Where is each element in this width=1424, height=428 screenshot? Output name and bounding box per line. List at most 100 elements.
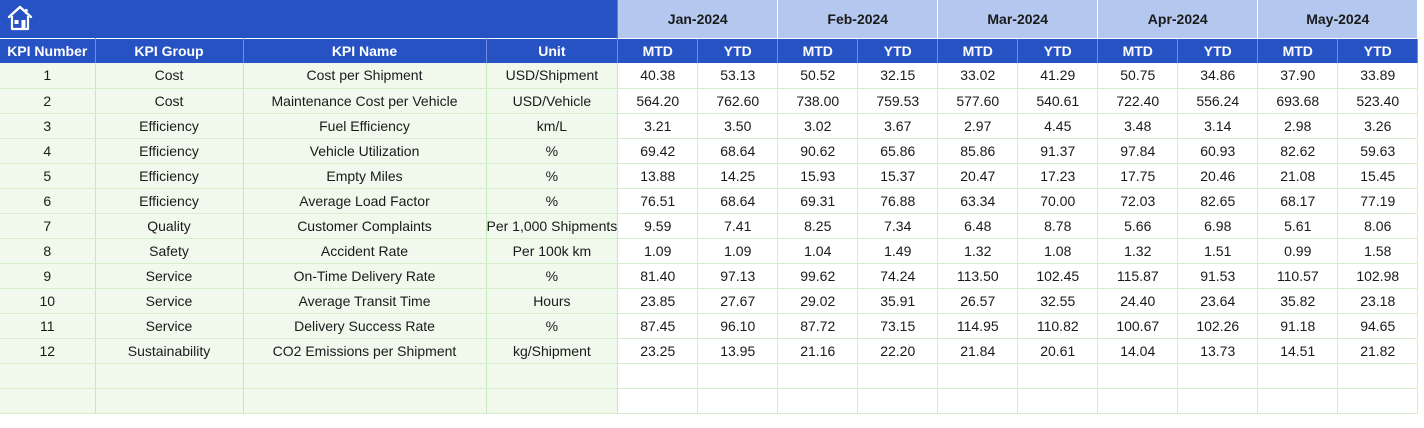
mtd-value-cell[interactable]: 13.88 bbox=[617, 163, 699, 189]
empty-cell[interactable] bbox=[95, 388, 244, 414]
ytd-value-cell[interactable]: 77.19 bbox=[1337, 188, 1419, 214]
mtd-value-cell[interactable]: 76.51 bbox=[617, 188, 699, 214]
kpi-number-cell[interactable]: 8 bbox=[0, 238, 96, 264]
kpi-number-cell[interactable]: 12 bbox=[0, 338, 96, 364]
ytd-value-cell[interactable]: 53.13 bbox=[697, 63, 779, 89]
empty-cell[interactable] bbox=[937, 388, 1019, 414]
kpi-number-cell[interactable]: 9 bbox=[0, 263, 96, 289]
kpi-name-cell[interactable]: Customer Complaints bbox=[243, 213, 487, 239]
mtd-value-cell[interactable]: 9.59 bbox=[617, 213, 699, 239]
kpi-number-cell[interactable]: 10 bbox=[0, 288, 96, 314]
mtd-value-cell[interactable]: 23.25 bbox=[617, 338, 699, 364]
ytd-value-cell[interactable]: 65.86 bbox=[857, 138, 939, 164]
empty-cell[interactable] bbox=[697, 363, 779, 389]
ytd-value-cell[interactable]: 13.95 bbox=[697, 338, 779, 364]
ytd-value-cell[interactable]: 759.53 bbox=[857, 88, 939, 114]
kpi-number-cell[interactable]: 3 bbox=[0, 113, 96, 139]
unit-cell[interactable]: Per 100k km bbox=[486, 238, 619, 264]
unit-cell[interactable]: USD/Vehicle bbox=[486, 88, 619, 114]
mtd-value-cell[interactable]: 5.66 bbox=[1097, 213, 1179, 239]
unit-cell[interactable]: % bbox=[486, 263, 619, 289]
mtd-value-cell[interactable]: 81.40 bbox=[617, 263, 699, 289]
mtd-value-cell[interactable]: 564.20 bbox=[617, 88, 699, 114]
empty-cell[interactable] bbox=[243, 363, 487, 389]
mtd-value-cell[interactable]: 577.60 bbox=[937, 88, 1019, 114]
ytd-value-cell[interactable]: 1.49 bbox=[857, 238, 939, 264]
mtd-value-cell[interactable]: 110.57 bbox=[1257, 263, 1339, 289]
mtd-value-cell[interactable]: 99.62 bbox=[777, 263, 859, 289]
kpi-name-cell[interactable]: Delivery Success Rate bbox=[243, 313, 487, 339]
empty-cell[interactable] bbox=[777, 388, 859, 414]
mtd-value-cell[interactable]: 14.51 bbox=[1257, 338, 1339, 364]
ytd-value-cell[interactable]: 74.24 bbox=[857, 263, 939, 289]
kpi-group-cell[interactable]: Cost bbox=[95, 88, 244, 114]
ytd-value-cell[interactable]: 91.53 bbox=[1177, 263, 1259, 289]
kpi-name-cell[interactable]: Empty Miles bbox=[243, 163, 487, 189]
ytd-value-cell[interactable]: 33.89 bbox=[1337, 63, 1419, 89]
ytd-value-cell[interactable]: 110.82 bbox=[1017, 313, 1099, 339]
unit-cell[interactable]: % bbox=[486, 188, 619, 214]
ytd-value-cell[interactable]: 97.13 bbox=[697, 263, 779, 289]
ytd-value-cell[interactable]: 4.45 bbox=[1017, 113, 1099, 139]
kpi-name-cell[interactable]: Maintenance Cost per Vehicle bbox=[243, 88, 487, 114]
empty-cell[interactable] bbox=[1257, 388, 1339, 414]
kpi-group-cell[interactable]: Cost bbox=[95, 63, 244, 89]
ytd-value-cell[interactable]: 8.06 bbox=[1337, 213, 1419, 239]
mtd-value-cell[interactable]: 15.93 bbox=[777, 163, 859, 189]
ytd-value-cell[interactable]: 7.41 bbox=[697, 213, 779, 239]
kpi-group-cell[interactable]: Efficiency bbox=[95, 188, 244, 214]
ytd-value-cell[interactable]: 102.26 bbox=[1177, 313, 1259, 339]
mtd-value-cell[interactable]: 90.62 bbox=[777, 138, 859, 164]
empty-cell[interactable] bbox=[0, 388, 96, 414]
ytd-value-cell[interactable]: 540.61 bbox=[1017, 88, 1099, 114]
kpi-number-cell[interactable]: 7 bbox=[0, 213, 96, 239]
kpi-number-cell[interactable]: 4 bbox=[0, 138, 96, 164]
kpi-group-cell[interactable]: Sustainability bbox=[95, 338, 244, 364]
mtd-value-cell[interactable]: 68.17 bbox=[1257, 188, 1339, 214]
ytd-value-cell[interactable]: 94.65 bbox=[1337, 313, 1419, 339]
mtd-value-cell[interactable]: 3.21 bbox=[617, 113, 699, 139]
empty-cell[interactable] bbox=[857, 388, 939, 414]
ytd-value-cell[interactable]: 3.50 bbox=[697, 113, 779, 139]
kpi-number-cell[interactable]: 6 bbox=[0, 188, 96, 214]
mtd-value-cell[interactable]: 693.68 bbox=[1257, 88, 1339, 114]
kpi-name-cell[interactable]: Accident Rate bbox=[243, 238, 487, 264]
unit-cell[interactable]: kg/Shipment bbox=[486, 338, 619, 364]
ytd-value-cell[interactable]: 3.14 bbox=[1177, 113, 1259, 139]
empty-cell[interactable] bbox=[697, 388, 779, 414]
empty-cell[interactable] bbox=[1017, 363, 1099, 389]
ytd-value-cell[interactable]: 41.29 bbox=[1017, 63, 1099, 89]
empty-cell[interactable] bbox=[486, 363, 619, 389]
mtd-value-cell[interactable]: 69.42 bbox=[617, 138, 699, 164]
empty-cell[interactable] bbox=[937, 363, 1019, 389]
mtd-value-cell[interactable]: 85.86 bbox=[937, 138, 1019, 164]
mtd-value-cell[interactable]: 23.85 bbox=[617, 288, 699, 314]
mtd-value-cell[interactable]: 91.18 bbox=[1257, 313, 1339, 339]
kpi-group-cell[interactable]: Quality bbox=[95, 213, 244, 239]
ytd-value-cell[interactable]: 8.78 bbox=[1017, 213, 1099, 239]
mtd-value-cell[interactable]: 37.90 bbox=[1257, 63, 1339, 89]
empty-cell[interactable] bbox=[857, 363, 939, 389]
empty-cell[interactable] bbox=[1177, 363, 1259, 389]
kpi-name-cell[interactable]: Fuel Efficiency bbox=[243, 113, 487, 139]
mtd-value-cell[interactable]: 63.34 bbox=[937, 188, 1019, 214]
ytd-value-cell[interactable]: 23.18 bbox=[1337, 288, 1419, 314]
ytd-value-cell[interactable]: 22.20 bbox=[857, 338, 939, 364]
ytd-value-cell[interactable]: 3.26 bbox=[1337, 113, 1419, 139]
mtd-value-cell[interactable]: 2.98 bbox=[1257, 113, 1339, 139]
mtd-value-cell[interactable]: 82.62 bbox=[1257, 138, 1339, 164]
unit-cell[interactable]: USD/Shipment bbox=[486, 63, 619, 89]
ytd-value-cell[interactable]: 20.61 bbox=[1017, 338, 1099, 364]
ytd-value-cell[interactable]: 17.23 bbox=[1017, 163, 1099, 189]
mtd-value-cell[interactable]: 21.16 bbox=[777, 338, 859, 364]
mtd-value-cell[interactable]: 1.04 bbox=[777, 238, 859, 264]
mtd-value-cell[interactable]: 50.52 bbox=[777, 63, 859, 89]
kpi-number-cell[interactable]: 5 bbox=[0, 163, 96, 189]
kpi-group-cell[interactable]: Efficiency bbox=[95, 138, 244, 164]
mtd-value-cell[interactable]: 40.38 bbox=[617, 63, 699, 89]
ytd-value-cell[interactable]: 70.00 bbox=[1017, 188, 1099, 214]
empty-cell[interactable] bbox=[95, 363, 244, 389]
ytd-value-cell[interactable]: 96.10 bbox=[697, 313, 779, 339]
mtd-value-cell[interactable]: 114.95 bbox=[937, 313, 1019, 339]
mtd-value-cell[interactable]: 87.72 bbox=[777, 313, 859, 339]
